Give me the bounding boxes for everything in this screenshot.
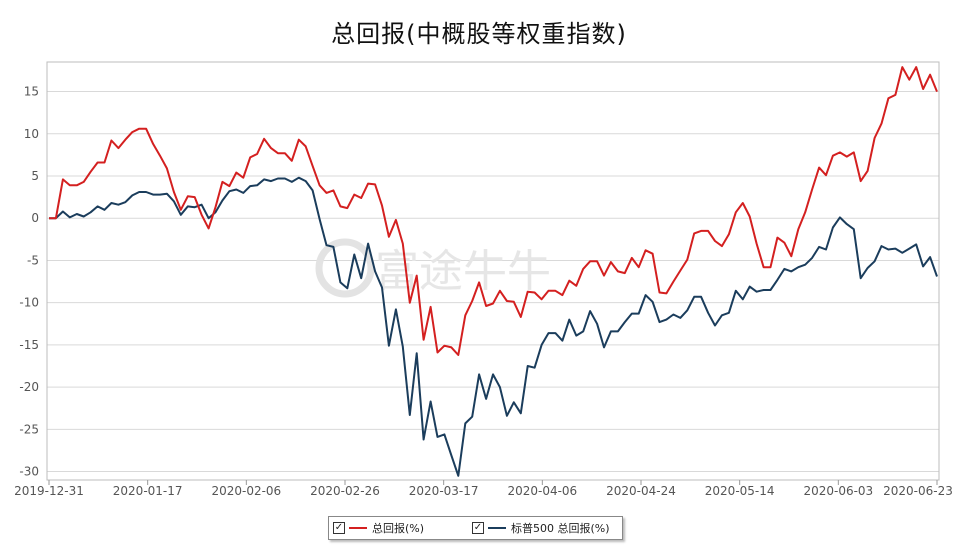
y-tick-label: 10	[24, 127, 39, 141]
x-tick-label: 2019-12-31	[14, 484, 84, 498]
y-tick-label: -10	[19, 296, 39, 310]
x-tick-label: 2020-02-06	[211, 484, 281, 498]
x-tick-label: 2020-05-14	[705, 484, 775, 498]
y-tick-label: -30	[19, 465, 39, 479]
legend-item-total-return[interactable]: ✓ 总回报(%)	[333, 520, 424, 536]
watermark: 富途牛牛	[315, 238, 551, 298]
x-tick-label: 2020-04-24	[606, 484, 676, 498]
x-tick-label: 2020-03-17	[409, 484, 479, 498]
x-tick-label: 2020-04-06	[507, 484, 577, 498]
plot-border	[46, 61, 940, 481]
x-tick-label: 2020-02-26	[310, 484, 380, 498]
x-tick-label: 2020-06-23	[883, 484, 953, 498]
y-axis-ticks: 15 10 5 0 -5 -10 -15 -20 -25 -30	[19, 85, 39, 479]
y-tick-label: -15	[19, 338, 39, 352]
series-line-total-return	[49, 66, 938, 356]
watermark-text: 富途牛牛	[375, 246, 551, 297]
y-tick-label: 0	[31, 211, 39, 225]
legend-label: 总回报(%)	[372, 522, 425, 535]
x-tick-label: 2020-06-03	[803, 484, 873, 498]
y-tick-label: -20	[19, 380, 39, 394]
series-lines	[49, 66, 938, 477]
checkbox-checked-icon[interactable]: ✓	[333, 522, 345, 534]
y-tick-label: 15	[24, 85, 39, 99]
y-tick-label: 5	[31, 169, 39, 183]
y-tick-label: -25	[19, 422, 39, 436]
plot-frame	[46, 61, 940, 481]
legend-item-sp500-return[interactable]: ✓ 标普500 总回报(%)	[472, 520, 610, 536]
legend-swatch	[349, 527, 367, 529]
watermark-logo-icon	[315, 238, 375, 298]
legend-label: 标普500 总回报(%)	[511, 522, 610, 535]
chart-title: 总回报(中概股等权重指数)	[331, 20, 627, 48]
x-axis-ticks: 2019-12-31 2020-01-17 2020-02-06 2020-02-26…	[14, 480, 953, 498]
legend-swatch	[488, 527, 506, 529]
legend: ✓ 总回报(%) ✓ 标普500 总回报(%)	[328, 516, 623, 540]
y-tick-label: -5	[27, 253, 39, 267]
series-line-sp500-total-return	[49, 176, 938, 477]
x-tick-label: 2020-01-17	[113, 484, 183, 498]
checkbox-checked-icon[interactable]: ✓	[472, 522, 484, 534]
